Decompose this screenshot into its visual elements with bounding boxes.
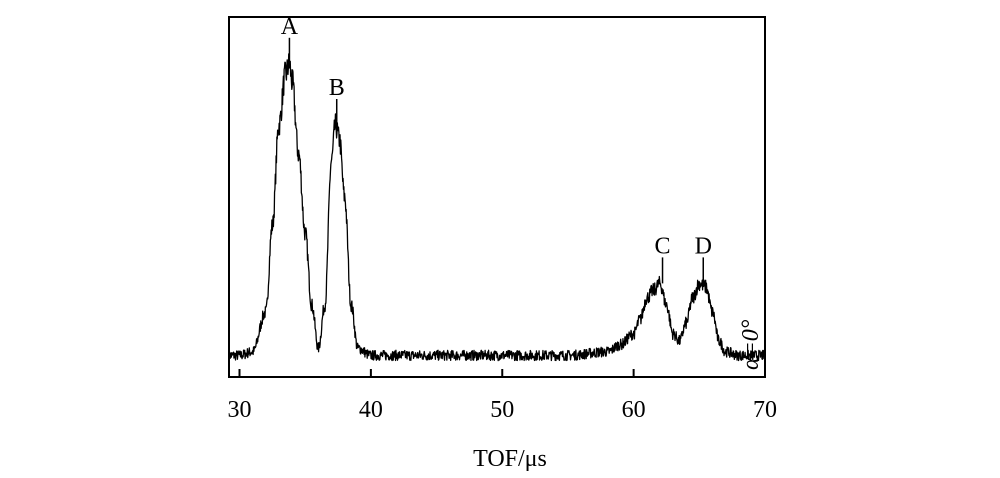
x-axis-ticks <box>238 369 766 377</box>
peak-label-b: B <box>329 75 345 101</box>
x-axis-tick-labels: 30 40 50 60 70 <box>228 397 777 423</box>
x-tick-label-60: 60 <box>622 397 646 423</box>
x-tick-label-40: 40 <box>359 397 383 423</box>
peak-markers <box>288 37 705 284</box>
angle-label: α=0° <box>738 319 764 370</box>
peak-labels: A B C D <box>281 14 712 260</box>
x-tick-label-70: 70 <box>753 397 777 423</box>
peak-label-c: C <box>655 233 671 259</box>
peak-label-d: D <box>695 233 712 259</box>
plot-frame <box>228 16 766 378</box>
x-tick-label-30: 30 <box>228 397 252 423</box>
x-axis-label: TOF/μs <box>473 446 547 472</box>
spectrum-line <box>228 53 766 362</box>
peak-label-a: A <box>281 14 299 40</box>
x-tick-label-50: 50 <box>490 397 514 423</box>
